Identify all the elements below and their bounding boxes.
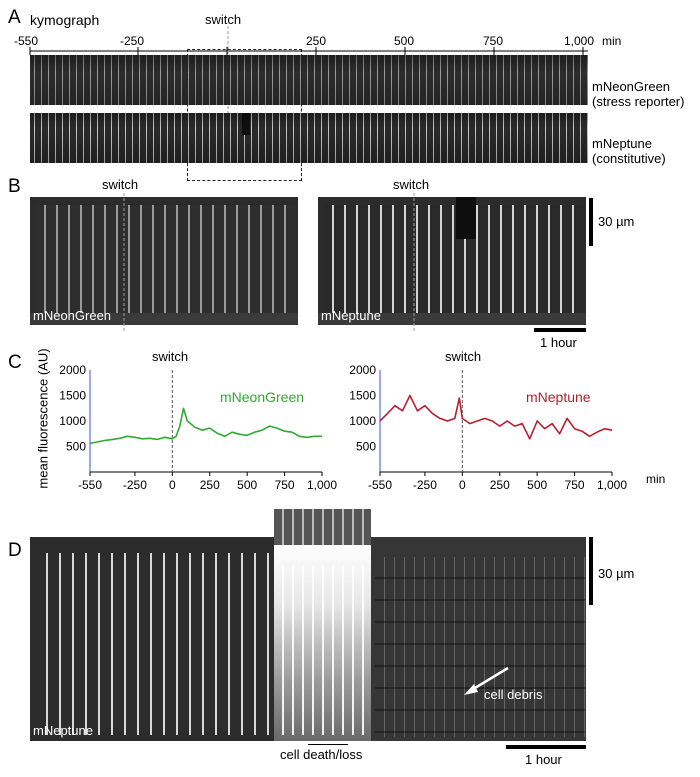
y-tick-label-0-1: 1000 — [59, 414, 86, 428]
panel-d-inset — [274, 509, 371, 545]
chart-mneongreen: 500 1000 1500 2000 -550 -250 0 250 500 750 1,000 mN… — [59, 363, 337, 492]
panel-d-horizontal-scalebar — [506, 745, 586, 749]
panel-d-image-right — [371, 537, 586, 741]
x-tick-label-0-6: 1,000 — [307, 478, 337, 492]
x-tick-label-1-3: 250 — [490, 478, 510, 492]
chart-mneptune: 500 1000 1500 2000 -550 -250 0 250 500 750 1,000 mN… — [349, 363, 627, 492]
panel-b-switch-left: switch — [102, 177, 139, 192]
panel-a-tick-6: 1,000 — [564, 34, 595, 48]
panel-b-letter: B — [8, 176, 21, 197]
panel-b-right-label: mNeptune — [321, 308, 381, 323]
series-line-mNeptune — [379, 394, 613, 440]
strip1-label-line1: mNeonGreen — [592, 79, 671, 94]
panel-a-tick-4: 500 — [394, 34, 415, 48]
panel-d-vertical-scalebar — [589, 537, 593, 605]
panel-b-image-mneongreen: mNeonGreen — [30, 197, 298, 325]
y-tick-label-0-2: 1500 — [59, 389, 86, 403]
panel-d-death-label: cell death/loss — [280, 747, 363, 762]
x-tick-label-0-2: 0 — [169, 478, 176, 492]
x-tick-label-0-4: 500 — [237, 478, 257, 492]
x-tick-label-1-1: -250 — [413, 478, 437, 492]
y-tick-label-1-3: 2000 — [349, 363, 376, 377]
x-tick-label-0-0: -550 — [78, 478, 102, 492]
panel-d-horizontal-scalebar-label: 1 hour — [525, 752, 562, 767]
series-line-mNeonGreen — [89, 407, 322, 445]
x-tick-label-0-3: 250 — [200, 478, 220, 492]
panel-d-image-left: mNeptune — [30, 537, 276, 741]
y-tick-label-0-3: 2000 — [59, 363, 86, 377]
panel-d-image-label: mNeptune — [33, 723, 93, 738]
x-tick-label-1-5: 750 — [565, 478, 585, 492]
panel-d-death-bracket — [308, 744, 348, 745]
panel-d-debris-label: cell debris — [484, 687, 543, 702]
panel-b-left-label: mNeonGreen — [33, 308, 112, 323]
panel-c-letter: C — [8, 352, 22, 373]
panel-d-letter: D — [8, 540, 22, 561]
panel-a-tick-5: 750 — [483, 34, 504, 48]
panel-c-ylabel: mean fluorescence (AU) — [35, 348, 51, 489]
panel-a-axis-unit: min — [602, 34, 622, 48]
kymograph-strip-mneptune — [30, 113, 588, 163]
x-tick-label-1-4: 500 — [527, 478, 547, 492]
panel-b-switch-right: switch — [393, 177, 430, 192]
panel-c-x-unit: min — [646, 472, 666, 486]
panel-a-axis — [29, 26, 588, 160]
x-tick-label-1-2: 0 — [459, 478, 466, 492]
panel-a-switch-label: switch — [205, 12, 242, 27]
panel-c-switch-right: switch — [445, 349, 482, 364]
panel-a-letter: A — [8, 7, 21, 28]
x-tick-label-0-1: -250 — [123, 478, 147, 492]
kymograph-zoom-box — [187, 49, 302, 181]
panel-a-tick-3: 250 — [306, 34, 327, 48]
panel-b-vertical-scalebar — [589, 198, 593, 246]
panel-b-horizontal-scalebar-label: 1 hour — [540, 335, 577, 350]
x-tick-label-0-5: 750 — [275, 478, 295, 492]
y-tick-label-1-2: 1500 — [349, 389, 376, 403]
x-tick-label-1-6: 1,000 — [597, 478, 627, 492]
series-label-mNeonGreen: mNeonGreen — [220, 389, 304, 405]
panel-a-tick-1: -550 — [14, 34, 39, 48]
panel-d-vertical-scalebar-label: 30 µm — [598, 566, 635, 581]
x-tick-label-1-0: -550 — [368, 478, 392, 492]
panel-b-image-mneptune: mNeptune — [318, 197, 586, 325]
kymograph-strip-mneongreen — [30, 55, 588, 105]
y-tick-label-1-1: 1000 — [349, 414, 376, 428]
panel-c-switch-left: switch — [152, 349, 189, 364]
panel-a-title: kymograph — [30, 12, 100, 28]
series-label-mNeptune: mNeptune — [526, 389, 591, 405]
panel-b-vertical-scalebar-label: 30 µm — [598, 214, 635, 229]
panel-d-image-mid — [274, 545, 371, 741]
y-tick-label-1-0: 500 — [356, 440, 376, 454]
strip2-label-line1: mNeptune — [592, 136, 652, 151]
panel-b-horizontal-scalebar — [534, 328, 586, 332]
panel-a-tick-2: -250 — [120, 34, 145, 48]
y-tick-label-0-0: 500 — [66, 440, 86, 454]
strip2-label-line2: (constitutive) — [592, 151, 666, 166]
strip1-label-line2: (stress reporter) — [592, 94, 685, 109]
